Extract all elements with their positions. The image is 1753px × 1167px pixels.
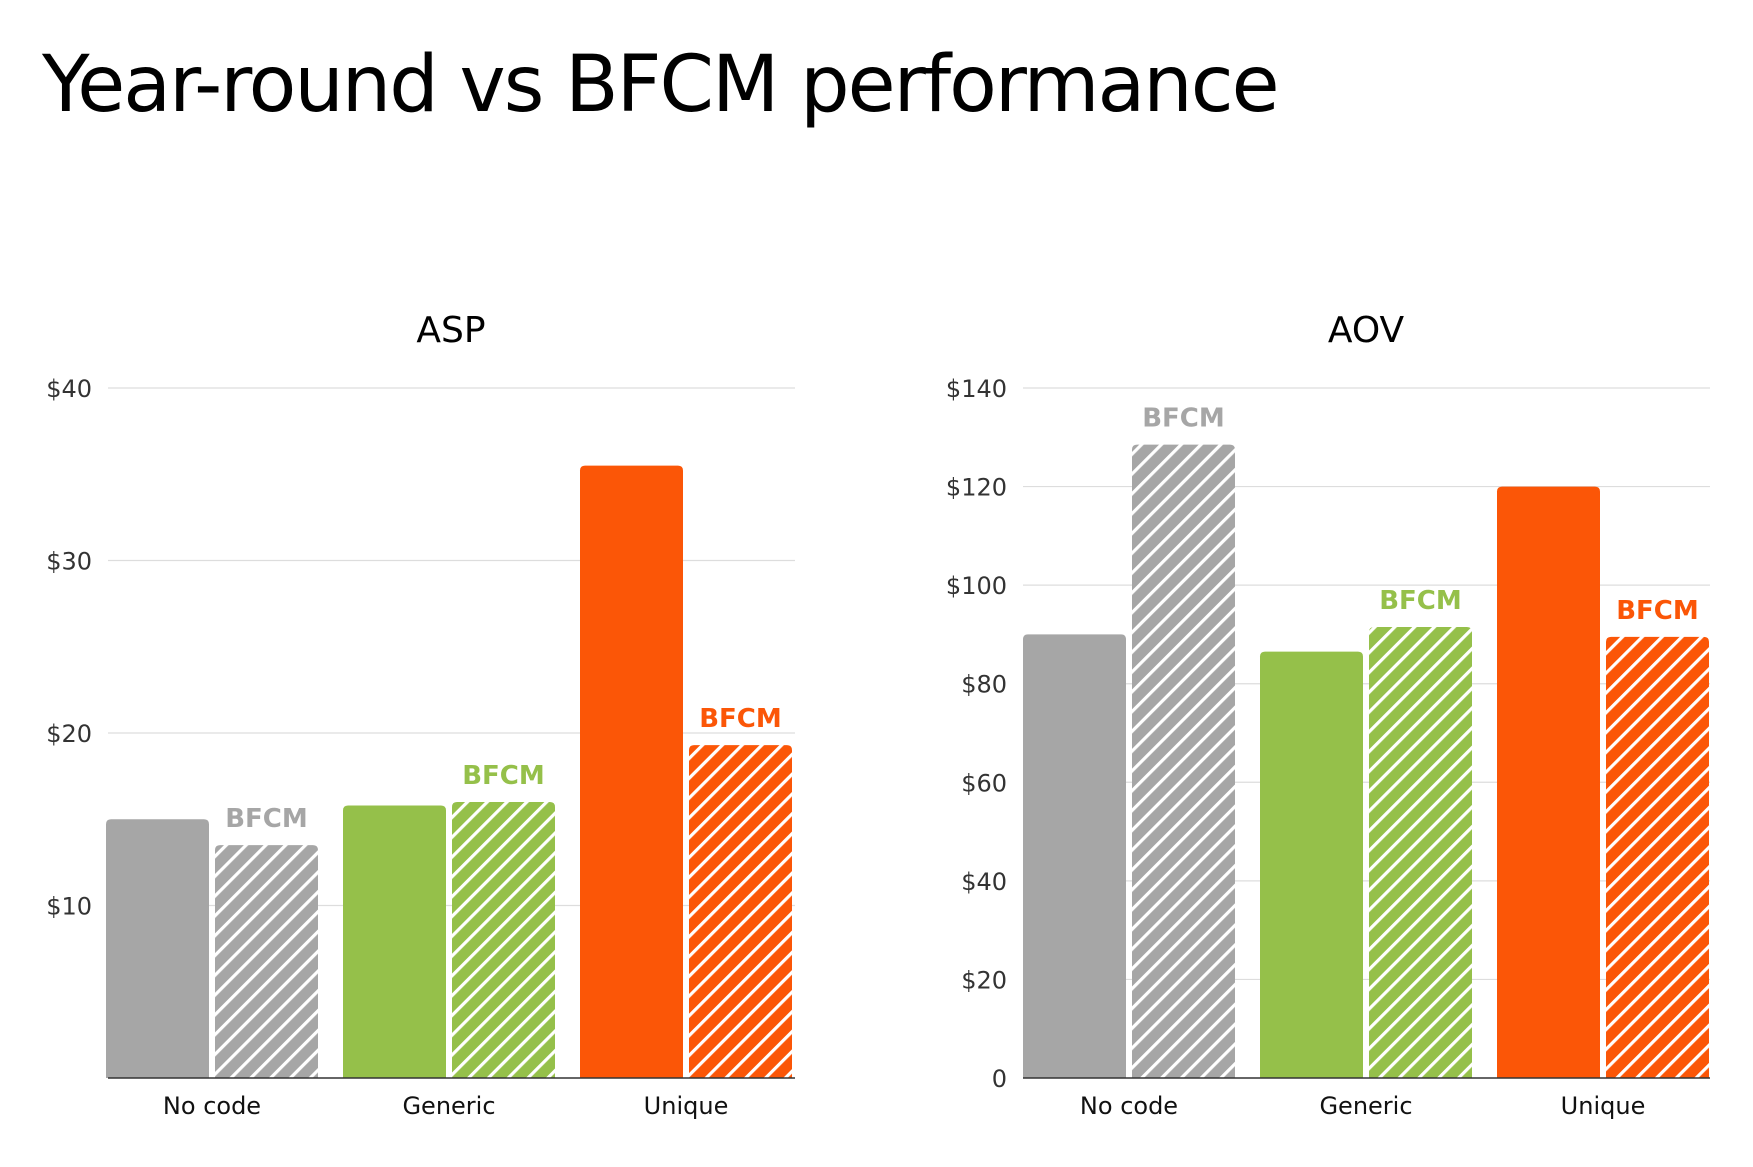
bfcm-data-label: BFCM [225,804,308,834]
y-tick-label: $10 [46,893,92,921]
bar-generic-bfcm [1369,627,1472,1078]
bfcm-data-label: BFCM [1616,596,1699,626]
bfcm-data-label: BFCM [1142,404,1225,434]
bar-generic-bfcm [452,802,555,1078]
y-tick-label: $20 [961,966,1007,994]
x-tick-label: Generic [402,1092,495,1120]
bar-no-code-year-round [1023,634,1126,1078]
y-tick-label: $40 [961,868,1007,896]
bar-no-code-bfcm [215,845,318,1078]
bar-generic-year-round [1260,651,1363,1078]
bar-unique-year-round [580,465,683,1078]
x-tick-label: No code [1080,1092,1178,1120]
bfcm-data-label: BFCM [1379,586,1462,616]
y-tick-label: 0 [992,1065,1007,1093]
y-tick-label: $100 [946,572,1007,600]
bfcm-data-label: BFCM [462,761,545,791]
bar-generic-year-round [343,805,446,1078]
x-tick-label: Generic [1319,1092,1412,1120]
bfcm-data-label: BFCM [699,704,782,734]
page-title: Year-round vs BFCM performance [42,40,1280,130]
y-tick-label: $40 [46,375,92,403]
bar-unique-year-round [1497,486,1600,1079]
aov-chart-title: AOV [1328,310,1405,351]
y-tick-label: $30 [46,548,92,576]
bar-no-code-bfcm [1132,444,1235,1078]
asp-chart-title: ASP [416,310,485,351]
y-tick-label: $80 [961,671,1007,699]
y-tick-label: $60 [961,769,1007,797]
x-tick-label: Unique [1561,1092,1646,1120]
bar-no-code-year-round [106,819,209,1078]
x-tick-label: Unique [644,1092,729,1120]
y-tick-label: $140 [946,375,1007,403]
y-tick-label: $20 [46,720,92,748]
y-tick-label: $120 [946,474,1007,502]
x-tick-label: No code [163,1092,261,1120]
bar-unique-bfcm [1606,636,1709,1078]
bar-unique-bfcm [689,745,792,1078]
